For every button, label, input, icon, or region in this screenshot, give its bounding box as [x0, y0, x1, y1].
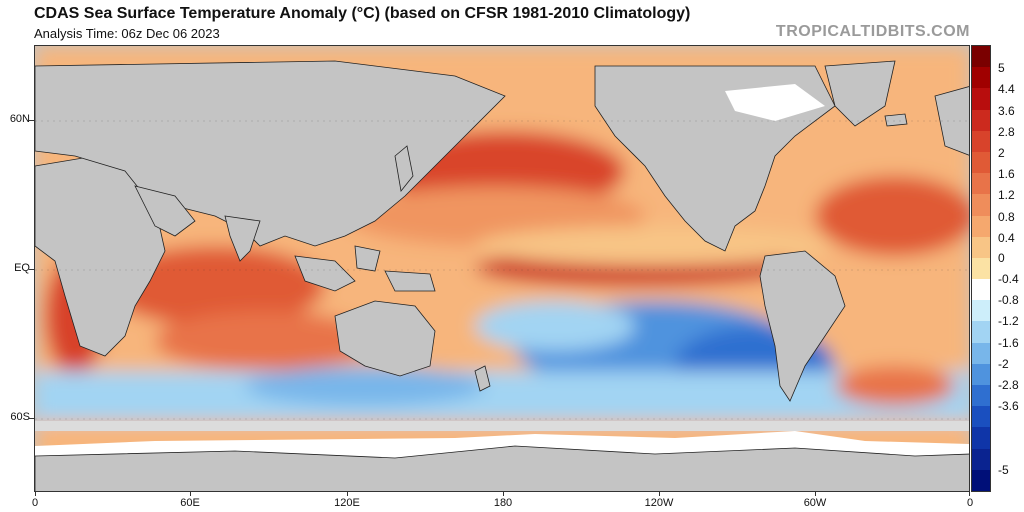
colorbar-segment [972, 448, 990, 471]
graticule [35, 120, 969, 420]
lon-tick [815, 492, 816, 496]
colorbar-segment [972, 257, 990, 280]
colorbar-segment [972, 151, 990, 174]
lon-label-120e: 120E [334, 497, 360, 509]
colorbar-label: 0 [998, 250, 1005, 265]
lon-tick [35, 492, 36, 496]
colorbar-segment [972, 279, 990, 301]
colorbar-label: -2 [998, 356, 1009, 371]
lon-label-120w: 120W [644, 497, 674, 509]
lat-tick [29, 418, 34, 419]
lat-tick [29, 269, 34, 270]
colorbar-segment [972, 130, 990, 153]
colorbar-segment [972, 427, 990, 450]
colorbar-label: 2.8 [998, 124, 1015, 139]
colorbar-label: 0.8 [998, 209, 1015, 224]
colorbar-segment [972, 194, 990, 217]
colorbar [971, 45, 991, 492]
colorbar-segment [972, 300, 990, 322]
colorbar-label: 4.4 [998, 82, 1015, 97]
colorbar-segment [972, 67, 990, 89]
lon-tick [969, 492, 970, 496]
colorbar-label: -0.4 [998, 272, 1019, 287]
colorbar-segment [972, 363, 990, 386]
colorbar-label: 5 [998, 61, 1005, 76]
colorbar-label: -1.6 [998, 335, 1019, 350]
colorbar-label: 1.2 [998, 188, 1015, 203]
lon-label-60w: 60W [803, 497, 827, 509]
map-canvas [35, 46, 969, 491]
colorbar-segment [972, 385, 990, 407]
colorbar-segment [972, 88, 990, 111]
lat-label-60s: 60S [10, 411, 30, 423]
sst-anomaly-map[interactable] [34, 45, 970, 492]
colorbar-label: -3.6 [998, 399, 1019, 414]
lat-label-eq: EQ [14, 262, 30, 274]
colorbar-segment [972, 46, 990, 68]
lon-tick [503, 492, 504, 496]
colorbar-segment [972, 342, 990, 365]
colorbar-segment [972, 236, 990, 259]
colorbar-label: -1.2 [998, 314, 1019, 329]
colorbar-segment [972, 215, 990, 238]
land-masses [35, 60, 969, 402]
colorbar-segment [972, 469, 990, 492]
colorbar-label: -0.8 [998, 293, 1019, 308]
colorbar-label: 2 [998, 146, 1005, 160]
colorbar-segment [972, 321, 990, 344]
colorbar-label: -5 [998, 462, 1009, 477]
colorbar-segment [972, 173, 990, 195]
colorbar-segment [972, 109, 990, 132]
analysis-time: Analysis Time: 06z Dec 06 2023 [34, 26, 220, 41]
lat-label-60n: 60N [9, 113, 30, 125]
colorbar-label: -2.8 [998, 378, 1019, 393]
colorbar-segment [972, 406, 990, 428]
lon-label-0-east: 0 [966, 497, 974, 509]
lon-label-0: 0 [31, 497, 39, 509]
antarctica [35, 445, 969, 491]
colorbar-label: 0.4 [998, 230, 1015, 245]
map-title: CDAS Sea Surface Temperature Anomaly (°C… [34, 5, 691, 22]
colorbar-label: 1.6 [998, 167, 1015, 182]
lon-label-60e: 60E [180, 497, 200, 509]
lon-label-180: 180 [493, 497, 513, 509]
lon-tick [190, 492, 191, 496]
lat-tick [29, 120, 34, 121]
lon-tick [659, 492, 660, 496]
watermark: TROPICALTIDBITS.COM [775, 23, 970, 40]
lon-tick [347, 492, 348, 496]
colorbar-label: 3.6 [998, 103, 1015, 118]
